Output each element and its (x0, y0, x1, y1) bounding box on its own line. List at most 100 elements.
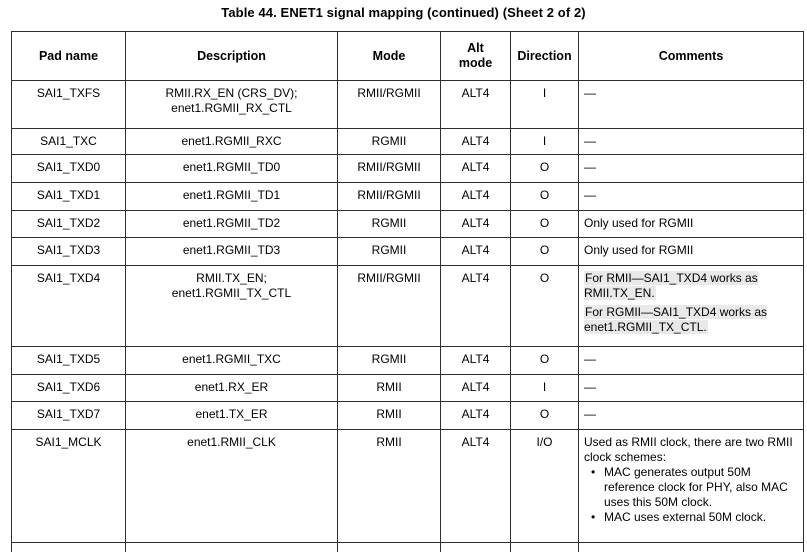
cell-alt-mode: ALT4 (440, 401, 511, 430)
cell-description: RMII.TX_EN; enet1.RGMII_TX_CTL (125, 265, 338, 347)
cell-pad-name: SAI1_TXD7 (11, 401, 126, 430)
cell-direction: O (510, 154, 579, 183)
cell-direction: I (510, 128, 579, 155)
cell-alt-mode: ALT4 (440, 237, 511, 266)
table-row: SAI1_MCLK enet1.RMII_CLK RMII ALT4 I/O Used a… (11, 429, 804, 543)
cell-description: enet1.RGMII_TD2 (125, 210, 338, 238)
table-title: Table 44. ENET1 signal mapping (continue… (221, 5, 586, 20)
cell-alt-mode: ALT4 (440, 154, 511, 183)
cell-empty (125, 542, 338, 552)
bullet-text: MAC generates output 50M reference clock… (604, 465, 788, 509)
cell-mode: RGMII (337, 128, 441, 155)
cell-direction: O (510, 182, 579, 211)
cell-pad-name: SAI1_TXD2 (11, 210, 126, 238)
highlighted-text: For RMII—SAI1_TXD4 works as RMII.TX_EN. (584, 271, 758, 300)
cell-pad-name: SAI1_MCLK (11, 429, 126, 543)
comment-line: — (584, 134, 596, 148)
cell-description: enet1.RMII_CLK (125, 429, 338, 543)
cell-comments: Only used for RGMII (578, 210, 804, 238)
table-row: SAI1_TXD1 enet1.RGMII_TD1 RMII/RGMII ALT4 O — (11, 182, 804, 211)
cell-description: enet1.RGMII_RXC (125, 128, 338, 155)
cell-empty (11, 542, 126, 552)
cell-description: RMII.RX_EN (CRS_DV); enet1.RGMII_RX_CTL (125, 80, 338, 129)
cell-mode: RMII/RGMII (337, 265, 441, 347)
cell-alt-mode: ALT4 (440, 128, 511, 155)
cell-alt-mode: ALT4 (440, 374, 511, 402)
cell-comments: — (578, 128, 804, 155)
cell-empty (337, 542, 441, 552)
column-header-direction: Direction (510, 31, 579, 81)
signal-mapping-table: Pad name Description Mode Alt mode Direction… (11, 31, 804, 552)
cell-mode: RMII/RGMII (337, 80, 441, 129)
cell-description: enet1.RGMII_TD1 (125, 182, 338, 211)
cell-pad-name: SAI1_TXD1 (11, 182, 126, 211)
cell-empty (440, 542, 511, 552)
cell-pad-name: SAI1_TXC (11, 128, 126, 155)
comment-line: — (584, 352, 596, 366)
cell-description: enet1.TX_ER (125, 401, 338, 430)
cell-mode: RMII (337, 429, 441, 543)
cell-alt-mode: ALT4 (440, 265, 511, 347)
comment-line: — (584, 380, 596, 394)
cell-description: enet1.RGMII_TXC (125, 346, 338, 375)
cell-empty (578, 542, 804, 552)
table-row: SAI1_TXC enet1.RGMII_RXC RGMII ALT4 I — (11, 128, 804, 155)
table-row: SAI1_TXD7 enet1.TX_ER RMII ALT4 O — (11, 401, 804, 430)
cell-comments: — (578, 346, 804, 375)
table-body: SAI1_TXFS RMII.RX_EN (CRS_DV); enet1.RGMI… (11, 80, 804, 552)
cell-mode: RMII/RGMII (337, 182, 441, 211)
cell-pad-name: SAI1_TXD0 (11, 154, 126, 183)
cell-alt-mode: ALT4 (440, 210, 511, 238)
cell-mode: RGMII (337, 346, 441, 375)
cell-direction: O (510, 210, 579, 238)
header-row: Pad name Description Mode Alt mode Direction… (11, 31, 804, 81)
comment-bullet-item: • MAC generates output 50M reference cloc… (584, 465, 798, 510)
cell-comments: — (578, 154, 804, 183)
cell-description: enet1.RGMII_TD0 (125, 154, 338, 183)
cell-direction: O (510, 346, 579, 375)
comment-line: Used as RMII clock, there are two RMII c… (584, 435, 793, 464)
cell-comments: Used as RMII clock, there are two RMII c… (578, 429, 804, 543)
comment-bullet-item: • MAC uses external 50M clock. (584, 510, 798, 525)
cell-direction: O (510, 401, 579, 430)
cell-comments: — (578, 182, 804, 211)
comment-line: — (584, 86, 596, 100)
comment-line: — (584, 407, 596, 421)
table-row: SAI1_TXD6 enet1.RX_ER RMII ALT4 I — (11, 374, 804, 402)
cell-comments: — (578, 80, 804, 129)
cell-mode: RGMII (337, 210, 441, 238)
cell-pad-name: SAI1_TXD3 (11, 237, 126, 266)
cell-pad-name: SAI1_TXD6 (11, 374, 126, 402)
cell-pad-name: SAI1_TXFS (11, 80, 126, 129)
cell-comments: For RMII—SAI1_TXD4 works as RMII.TX_EN. F… (578, 265, 804, 347)
cell-alt-mode: ALT4 (440, 346, 511, 375)
table-row: SAI1_TXD0 enet1.RGMII_TD0 RMII/RGMII ALT4 O — (11, 154, 804, 183)
table-row: SAI1_TXD4 RMII.TX_EN; enet1.RGMII_TX_CTL R… (11, 265, 804, 347)
cell-direction: O (510, 265, 579, 347)
cell-comments: — (578, 374, 804, 402)
bullet-icon: • (591, 465, 596, 479)
cell-alt-mode: ALT4 (440, 80, 511, 129)
comment-line: — (584, 160, 596, 174)
cell-mode: RMII (337, 374, 441, 402)
table-row: SAI1_TXD5 enet1.RGMII_TXC RGMII ALT4 O — (11, 346, 804, 375)
cell-description: enet1.RX_ER (125, 374, 338, 402)
cell-mode: RGMII (337, 237, 441, 266)
column-header-pad-name: Pad name (11, 31, 126, 81)
column-header-comments: Comments (578, 31, 804, 81)
column-header-description: Description (125, 31, 338, 81)
cell-direction: I/O (510, 429, 579, 543)
highlighted-text: For RGMII—SAI1_TXD4 works as enet1.RGMII… (584, 305, 768, 334)
cell-pad-name: SAI1_TXD4 (11, 265, 126, 347)
cell-empty (510, 542, 579, 552)
table-row: SAI1_TXD2 enet1.RGMII_TD2 RGMII ALT4 O Only u… (11, 210, 804, 238)
comment-line: Only used for RGMII (584, 243, 694, 257)
cell-pad-name: SAI1_TXD5 (11, 346, 126, 375)
cell-description: enet1.RGMII_TD3 (125, 237, 338, 266)
column-header-alt-mode: Alt mode (440, 31, 511, 81)
cell-mode: RMII (337, 401, 441, 430)
comment-line: For RMII—SAI1_TXD4 works as RMII.TX_EN. (584, 271, 798, 301)
comment-line: — (584, 188, 596, 202)
cell-alt-mode: ALT4 (440, 182, 511, 211)
cell-alt-mode: ALT4 (440, 429, 511, 543)
